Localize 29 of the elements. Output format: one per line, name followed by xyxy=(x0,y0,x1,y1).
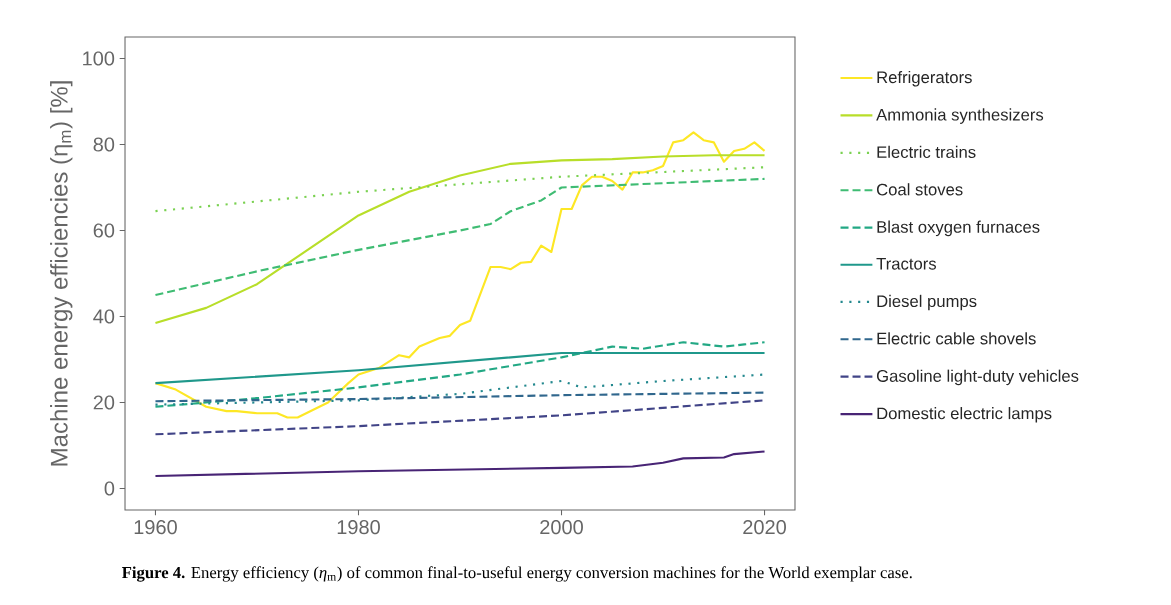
text: Figure 4. Energy efficiency (η$_{m}$) of common final-to-useful energy conversion machines for the World exemplar case. xyxy=(122,566,912,582)
line-series xyxy=(154,399,766,436)
legend-label: Blast oxygen furnaces xyxy=(877,220,1040,237)
line-series xyxy=(154,177,766,297)
legend-label: Tractors xyxy=(876,258,937,270)
legend-label: Ammonia synthesizers xyxy=(876,108,1044,124)
y-tick-label: 100 xyxy=(83,51,115,66)
x-tick-label: 1980 xyxy=(337,520,380,535)
x-tick-label: 2020 xyxy=(743,520,786,535)
y-tick-label: 80 xyxy=(93,137,115,152)
y-tick-label: 40 xyxy=(93,309,115,324)
x-tick-label: 2000 xyxy=(540,520,583,535)
legend-label: Diesel pumps xyxy=(877,294,977,311)
legend-label: Coal stoves xyxy=(876,183,963,196)
line-series xyxy=(154,391,766,403)
legend-label: Refrigerators xyxy=(877,70,972,87)
legend-label: Gasoline light-duty vehicles xyxy=(876,369,1079,386)
y-tick-label: 20 xyxy=(93,395,115,410)
line-series xyxy=(154,131,766,419)
legend-label: Electric cable shovels xyxy=(877,332,1036,345)
legend-label: Electric trains xyxy=(877,145,976,159)
y-axis-title: Machine energy efficiencies (η$_{m}$) [%] xyxy=(50,81,73,466)
line-series xyxy=(154,166,766,213)
y-tick-label: 0 xyxy=(104,481,115,496)
y-tick-label: 60 xyxy=(93,223,115,238)
line-series xyxy=(154,341,766,408)
line-series xyxy=(154,450,766,478)
x-tick-label: 1960 xyxy=(134,520,177,535)
legend-label: Domestic electric lamps xyxy=(877,407,1052,423)
